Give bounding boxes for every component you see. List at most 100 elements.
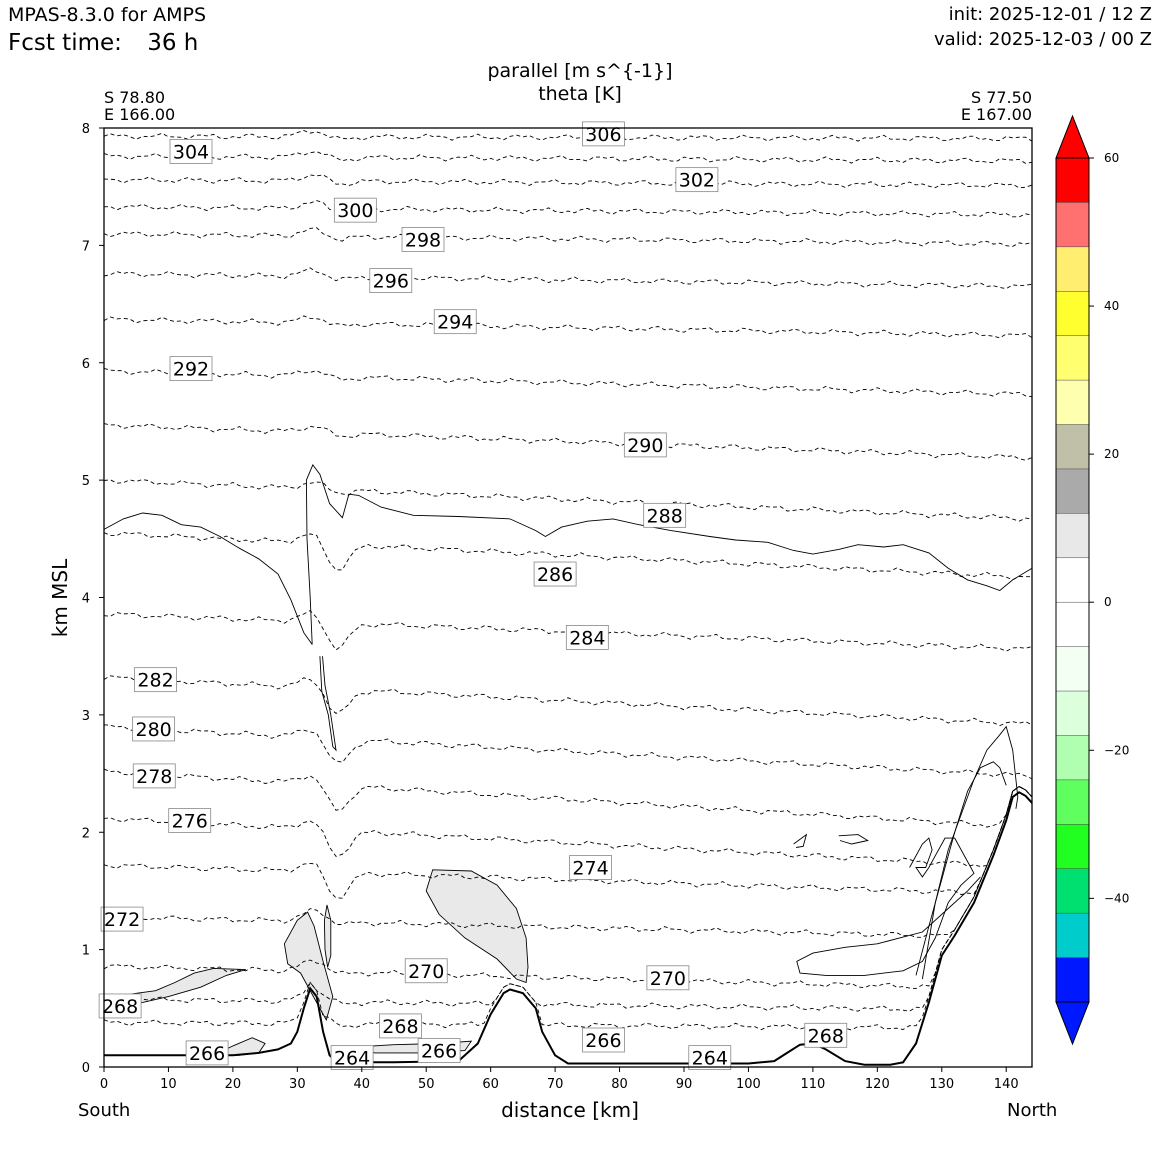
theta-label-text: 276 <box>172 811 208 833</box>
theta-label-box <box>646 965 690 991</box>
theta-label-text: 304 <box>173 141 209 163</box>
theta-contour-label: 268 <box>804 1022 848 1048</box>
theta-contour-label: 294 <box>433 309 477 335</box>
theta-contour <box>104 785 1032 899</box>
forecast-time-label: Fcst time: <box>8 30 122 56</box>
colorbar-swatch <box>1056 513 1089 559</box>
theta-label-box <box>98 993 142 1019</box>
theta-label-box <box>688 1045 732 1071</box>
theta-label-box <box>804 1022 848 1048</box>
x-tick-label: 60 <box>482 1077 499 1092</box>
x-tick-label: 70 <box>547 1077 564 1092</box>
theta-contour <box>104 785 1032 938</box>
x-tick-label: 20 <box>225 1077 242 1092</box>
theta-contour-label: 266 <box>417 1038 461 1063</box>
theta-contour <box>104 174 1032 189</box>
theta-contour-label: 268 <box>379 1013 422 1039</box>
colorbar-tick-label: −40 <box>1104 891 1129 905</box>
x-tick-label: 40 <box>354 1077 371 1092</box>
wind-shaded-region <box>283 911 334 1022</box>
north-label: North <box>1007 1100 1058 1121</box>
south-label: South <box>78 1100 131 1121</box>
colorbar-swatch <box>1056 291 1089 337</box>
y-tick-label: 8 <box>82 122 90 137</box>
theta-contour-label: 274 <box>569 855 612 880</box>
theta-label-text: 270 <box>408 961 444 983</box>
theta-contour-label: 264 <box>330 1045 374 1071</box>
colorbar-swatch <box>1056 691 1089 736</box>
theta-label-box <box>369 268 413 293</box>
left-longitude: E 166.00 <box>104 105 176 124</box>
theta-contour-label: 284 <box>565 625 609 650</box>
x-tick-label: 0 <box>100 1077 108 1092</box>
theta-contour-label: 268 <box>98 993 142 1019</box>
y-axis: 0 1 2 3 4 5 6 7 8 <box>82 122 104 1076</box>
theta-label-text: 302 <box>679 170 715 192</box>
theta-label-box <box>533 561 577 587</box>
theta-contour-label: 282 <box>134 667 177 693</box>
theta-label-text: 266 <box>189 1043 225 1065</box>
x-axis-label: distance [km] <box>501 1098 639 1122</box>
theta-label-text: 266 <box>585 1030 621 1052</box>
theta-label-box <box>401 227 445 252</box>
colorbar-swatch <box>1056 468 1089 514</box>
wind-zero-contour <box>319 656 337 752</box>
chart-subtitle: theta [K] <box>538 83 622 105</box>
theta-contour-label: 270 <box>646 965 690 991</box>
theta-contour <box>104 768 1032 828</box>
theta-contour <box>104 785 1032 867</box>
colorbar-over-arrow <box>1055 114 1090 159</box>
theta-contour-layer <box>104 130 1032 1031</box>
theta-label-text: 268 <box>102 996 138 1018</box>
theta-label-text: 306 <box>585 124 621 146</box>
y-tick-label: 0 <box>82 1061 90 1076</box>
x-tick-label: 30 <box>289 1077 306 1092</box>
theta-label-box <box>330 1045 374 1071</box>
theta-label-text: 296 <box>373 271 409 293</box>
colorbar-frame <box>1055 157 1090 1003</box>
x-tick-label: 130 <box>929 1077 954 1092</box>
y-tick-label: 6 <box>82 357 90 372</box>
theta-label-text: 272 <box>104 909 140 931</box>
plot-frame <box>103 127 1033 1068</box>
theta-contour <box>104 367 1032 398</box>
y-tick-label: 1 <box>82 944 90 959</box>
theta-contour <box>104 267 1032 290</box>
theta-contour <box>104 200 1032 218</box>
theta-contour <box>104 151 1032 164</box>
x-axis: 0 10 20 30 40 50 60 70 80 90 100 110 120 130 140 <box>100 1067 1019 1092</box>
theta-contour <box>104 227 1032 247</box>
theta-label-box <box>333 197 377 223</box>
theta-contour <box>104 130 1032 142</box>
wind-zero-contour <box>305 464 1032 645</box>
theta-label-box <box>185 1040 229 1066</box>
theta-label-text: 284 <box>569 627 605 649</box>
x-tick-label: 110 <box>800 1077 825 1092</box>
wind-shaded-region <box>323 904 332 968</box>
theta-label-box <box>582 121 625 147</box>
wind-zero-contour <box>104 512 313 645</box>
theta-contour-label: 300 <box>333 197 377 223</box>
theta-contour-label: 306 <box>582 121 625 147</box>
theta-label-box <box>168 808 212 833</box>
theta-contour-label: 276 <box>168 808 212 833</box>
theta-contour <box>104 675 1032 727</box>
theta-label-box <box>565 625 609 650</box>
colorbar-swatch <box>1056 424 1089 470</box>
wind-zero-contour-layer <box>104 464 1032 980</box>
theta-contour-label: 264 <box>688 1045 732 1071</box>
theta-label-box <box>134 667 177 693</box>
colorbar-swatch <box>1056 646 1089 692</box>
theta-label-text: 288 <box>647 505 683 527</box>
theta-contour-label: 288 <box>643 502 687 528</box>
colorbar-swatch <box>1056 779 1089 825</box>
theta-label-text: 278 <box>136 766 172 788</box>
theta-label-box <box>132 716 176 742</box>
theta-label-text: 270 <box>650 968 686 990</box>
colorbar-swatch <box>1056 913 1089 959</box>
x-tick-label: 100 <box>736 1077 761 1092</box>
theta-label-box <box>433 309 477 335</box>
theta-label-text: 266 <box>421 1041 457 1063</box>
wind-zero-contour <box>915 761 1007 976</box>
